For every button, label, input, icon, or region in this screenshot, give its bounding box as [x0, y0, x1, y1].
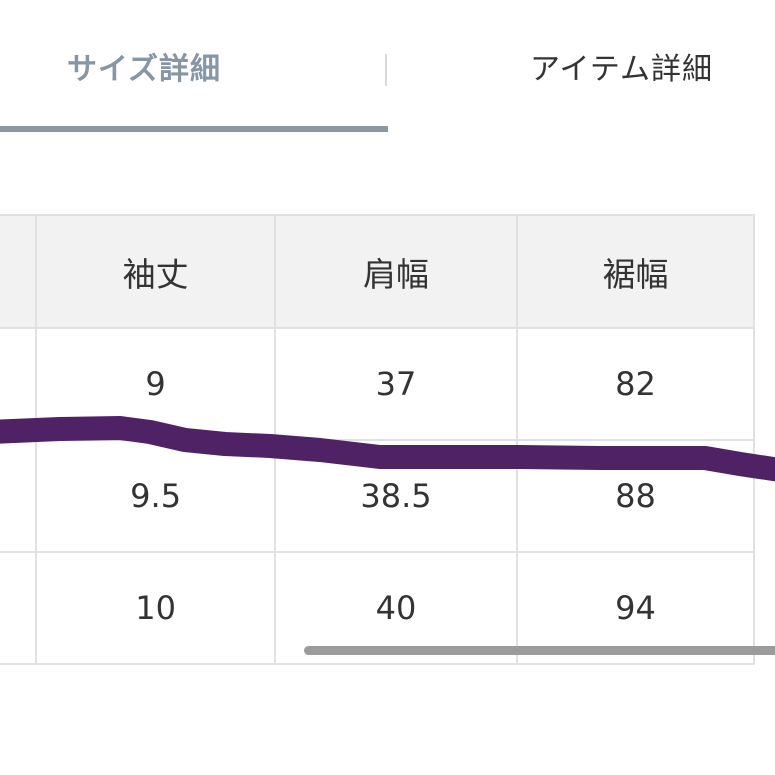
table-cell — [0, 327, 38, 441]
table-header-hem-width: 裾幅 — [516, 214, 755, 329]
table-cell: 10 — [35, 551, 276, 665]
active-tab-indicator — [0, 126, 388, 132]
table-header-shoulder-width: 肩幅 — [273, 214, 519, 329]
table-cell: 9 — [35, 327, 276, 441]
tab-size-details[interactable]: サイズ詳細 — [66, 52, 222, 87]
horizontal-scrollbar[interactable] — [304, 646, 775, 655]
tab-item-details[interactable]: アイテム詳細 — [530, 52, 713, 87]
tab-divider — [385, 54, 387, 86]
table-row: 9.5 38.5 88 — [0, 439, 755, 553]
table-cell: 38.5 — [273, 439, 519, 553]
table-header-sleeve-length: 袖丈 — [35, 214, 276, 329]
tab-bar: サイズ詳細 アイテム詳細 — [0, 0, 775, 140]
table-cell: 37 — [273, 327, 519, 441]
table-header-row: 袖丈 肩幅 裾幅 — [0, 214, 755, 329]
table-cell — [0, 439, 38, 553]
table-cell — [0, 551, 38, 665]
table-cell: 9.5 — [35, 439, 276, 553]
table-row: 9 37 82 — [0, 327, 755, 441]
table-header-cell — [0, 214, 38, 329]
size-table: 袖丈 肩幅 裾幅 9 37 82 9.5 38.5 88 10 40 94 — [0, 214, 755, 665]
table-cell: 82 — [516, 327, 755, 441]
table-cell: 88 — [516, 439, 755, 553]
